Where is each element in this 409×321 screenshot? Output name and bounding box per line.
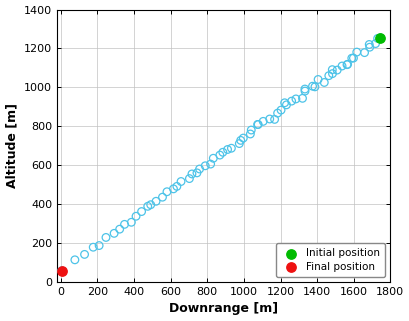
Point xyxy=(186,176,192,181)
Y-axis label: Altitude [m]: Altitude [m] xyxy=(6,103,18,188)
Point xyxy=(338,64,344,69)
Point xyxy=(348,56,354,61)
Point xyxy=(259,119,266,124)
Point xyxy=(224,147,230,152)
Point xyxy=(371,41,378,46)
Point xyxy=(72,257,78,262)
Point xyxy=(271,117,277,122)
Point xyxy=(102,235,109,240)
Point xyxy=(173,184,180,189)
Point xyxy=(283,102,289,108)
Point xyxy=(366,45,372,50)
Point xyxy=(376,35,383,40)
Point xyxy=(116,227,123,232)
Point xyxy=(138,209,144,214)
Point xyxy=(153,199,159,204)
Point xyxy=(202,163,208,168)
Point xyxy=(320,80,327,85)
Legend: Initial position, Final position: Initial position, Final position xyxy=(275,243,384,277)
Point xyxy=(144,204,151,209)
Point xyxy=(96,243,102,248)
Point xyxy=(209,156,216,161)
Point xyxy=(328,71,335,76)
Point xyxy=(353,49,359,55)
Point xyxy=(325,73,331,78)
Point xyxy=(170,186,176,191)
Point xyxy=(333,67,339,73)
Point xyxy=(292,96,299,101)
Point xyxy=(299,96,305,101)
Point xyxy=(133,214,139,219)
Point xyxy=(301,86,308,91)
Point xyxy=(227,146,234,151)
Point xyxy=(178,179,184,184)
Point xyxy=(90,245,96,250)
Point xyxy=(121,222,128,227)
Point xyxy=(196,166,202,171)
Point xyxy=(81,252,88,257)
Point xyxy=(110,231,117,236)
Point xyxy=(277,108,284,113)
Point xyxy=(193,170,200,176)
Point xyxy=(360,50,367,55)
Final position xyxy=(58,268,65,273)
Point xyxy=(159,195,165,200)
Point xyxy=(219,150,225,155)
Point xyxy=(128,220,134,225)
Point xyxy=(308,84,315,89)
Point xyxy=(254,122,260,127)
Point xyxy=(247,127,254,133)
Point xyxy=(373,36,380,41)
Point xyxy=(239,135,246,141)
Point xyxy=(236,141,242,146)
Point xyxy=(328,67,335,72)
Point xyxy=(254,122,261,127)
X-axis label: Downrange [m]: Downrange [m] xyxy=(169,302,278,316)
Point xyxy=(163,189,170,194)
Point xyxy=(288,99,294,104)
Point xyxy=(344,62,350,67)
Point xyxy=(343,62,349,67)
Point xyxy=(301,89,308,94)
Point xyxy=(365,42,372,47)
Initial position xyxy=(376,35,383,40)
Point xyxy=(207,161,213,167)
Point xyxy=(188,171,195,177)
Point xyxy=(216,152,222,158)
Point xyxy=(281,100,287,105)
Point xyxy=(237,138,243,143)
Point xyxy=(314,77,321,82)
Point xyxy=(247,131,253,136)
Point xyxy=(274,110,280,116)
Point xyxy=(266,117,272,122)
Point xyxy=(349,56,356,61)
Point xyxy=(311,84,317,90)
Point xyxy=(147,202,154,207)
Point xyxy=(58,268,65,273)
